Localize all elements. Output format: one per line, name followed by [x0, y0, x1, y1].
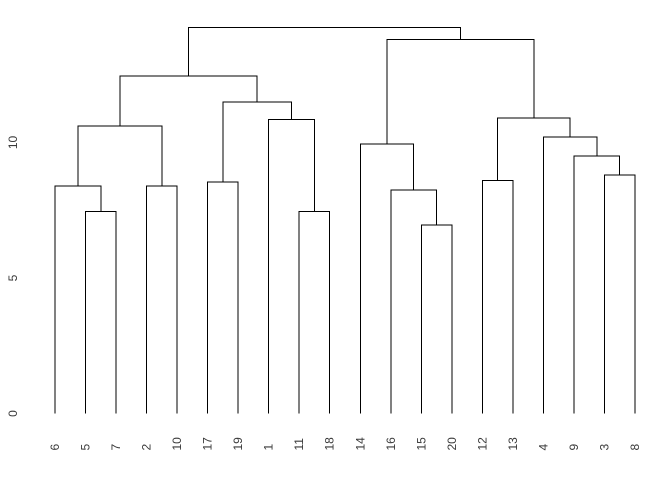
leaf-label: 19 — [231, 437, 245, 451]
dendrogram-links — [54, 26, 636, 414]
cluster-link — [481, 179, 514, 414]
leaf-label: 14 — [353, 437, 367, 451]
leaf-label: 4 — [536, 444, 550, 451]
cluster-link — [359, 143, 415, 414]
cluster-link — [222, 101, 293, 182]
y-axis-tick-labels: 0 5 10 — [6, 136, 20, 417]
leaf-label: 3 — [598, 444, 612, 451]
cluster-link — [146, 185, 178, 414]
cluster-link — [268, 119, 315, 414]
cluster-link — [420, 224, 453, 414]
cluster-link — [119, 75, 258, 127]
leaf-label: 9 — [567, 444, 581, 451]
leaf-label: 20 — [445, 437, 459, 451]
leaf-label: 10 — [170, 437, 184, 451]
leaf-label: 11 — [292, 438, 306, 451]
leaf-label: 2 — [140, 444, 154, 451]
y-tick-label: 5 — [6, 274, 20, 281]
cluster-link — [298, 211, 331, 414]
leaf-label: 12 — [475, 437, 489, 451]
leaf-label: 13 — [506, 437, 520, 451]
cluster-link — [207, 181, 239, 414]
cluster-link — [54, 185, 102, 414]
leaf-label: 5 — [79, 444, 93, 451]
leaf-label: 7 — [109, 444, 123, 451]
y-tick-label: 0 — [6, 410, 20, 417]
cluster-link — [573, 155, 621, 414]
leaf-label: 8 — [628, 444, 642, 451]
y-tick-label: 10 — [6, 136, 20, 150]
cluster-link — [77, 125, 163, 186]
leaf-label: 16 — [384, 437, 398, 451]
cluster-link — [85, 211, 117, 414]
leaf-label: 1 — [262, 444, 276, 451]
cluster-link — [188, 26, 461, 77]
leaf-label: 18 — [323, 437, 337, 451]
leaf-label: 6 — [48, 444, 62, 451]
cluster-link — [604, 174, 636, 414]
cluster-link — [542, 136, 598, 414]
cluster-link — [386, 39, 535, 144]
cluster-link — [390, 189, 438, 414]
leaf-label: 15 — [414, 437, 428, 451]
leaf-label: 17 — [201, 437, 215, 451]
cluster-link — [497, 117, 571, 181]
leaf-labels: 6 5 7 2 10 17 19 1 11 18 14 16 15 20 12 13 4 9 3 8 — [48, 437, 642, 451]
